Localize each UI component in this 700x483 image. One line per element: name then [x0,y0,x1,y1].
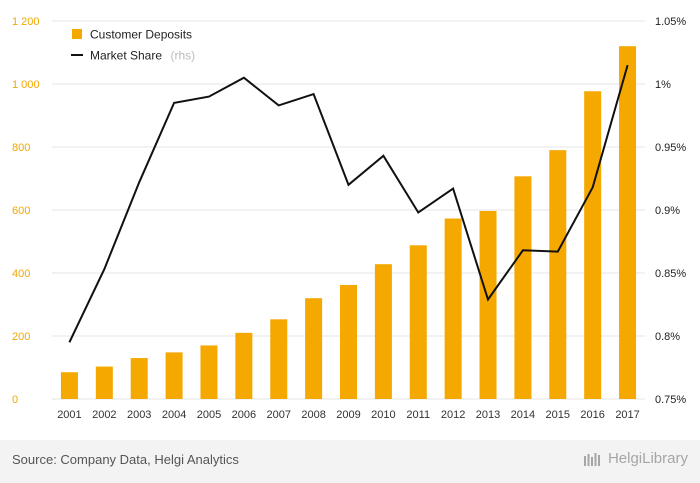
x-tick-label: 2014 [511,409,535,421]
bar-2001 [60,372,78,399]
bar-2016 [584,91,602,400]
x-tick-label: 2013 [476,409,500,421]
market-share-line [68,64,629,343]
bar-2014 [514,176,532,399]
right-axis-ticks: 0.75% 0.8% 0.85% 0.9% 0.95% 1% 1.05% [655,16,686,406]
right-tick-label: 0.95% [655,142,686,154]
left-tick-label: 1 200 [12,16,40,28]
left-tick-label: 800 [12,142,30,154]
x-tick-label: 2010 [371,409,395,421]
x-tick-label: 2002 [92,409,116,421]
x-tick-label: 2011 [406,409,430,421]
x-tick-label: 2008 [301,409,325,421]
x-tick-label: 2004 [162,409,186,421]
right-tick-label: 0.8% [655,331,680,343]
bar-2011 [409,245,427,399]
left-tick-label: 400 [12,268,30,280]
x-tick-label: 2003 [127,409,151,421]
source-text: Source: Company Data, Helgi Analytics [12,452,239,467]
x-tick-label: 2012 [441,409,465,421]
bar-2002 [95,366,113,399]
x-tick-label: 2016 [580,409,604,421]
bar-2015 [549,150,567,399]
helgilibrary-logo: HelgiLibrary [583,450,688,467]
x-tick-label: 2006 [232,409,256,421]
left-tick-label: 600 [12,205,30,217]
left-tick-label: 1 000 [12,79,40,91]
right-tick-label: 0.75% [655,394,686,406]
line-series [68,64,629,343]
right-tick-label: 0.9% [655,205,680,217]
footer: Source: Company Data, Helgi Analytics He… [0,440,700,483]
bar-2003 [130,358,148,399]
left-tick-label: 200 [12,331,30,343]
gridlines [52,20,645,400]
left-tick-label: 0 [12,394,18,406]
x-tick-label: 2009 [336,409,360,421]
x-tick-label: 2007 [266,409,290,421]
bar-2008 [305,298,323,399]
bar-2006 [235,332,253,399]
library-logo-icon [583,452,600,466]
x-tick-label: 2001 [57,409,81,421]
right-tick-label: 1% [655,79,671,91]
legend-swatch-deposits [72,29,82,39]
logo-text: HelgiLibrary [607,450,688,467]
bar-2017 [619,46,637,399]
bar-2013 [479,210,497,399]
legend-label-market-share: Market Share [90,49,162,63]
x-tick-label: 2017 [615,409,639,421]
bar-series [60,46,637,400]
x-tick-label: 2015 [546,409,570,421]
bar-2005 [200,345,218,399]
bar-2012 [444,218,462,399]
bar-2010 [374,264,392,399]
bar-2004 [165,352,183,399]
left-axis-ticks: 0 200 400 600 800 1 000 1 200 [12,16,40,406]
x-axis-ticks: 2001 2002 2003 2004 2005 2006 2007 2008 2009 2010… [57,409,640,421]
legend-label-rhs: (rhs) [170,49,195,63]
bar-2009 [340,284,357,399]
legend-label-market-share-group: Market Share (rhs) [90,47,195,64]
right-tick-label: 1.05% [655,16,686,28]
legend: Customer Deposits Market Share (rhs) [71,28,195,64]
bar-2007 [270,319,288,399]
x-tick-label: 2005 [197,409,221,421]
right-tick-label: 0.85% [655,268,686,280]
legend-label-deposits: Customer Deposits [90,28,192,42]
